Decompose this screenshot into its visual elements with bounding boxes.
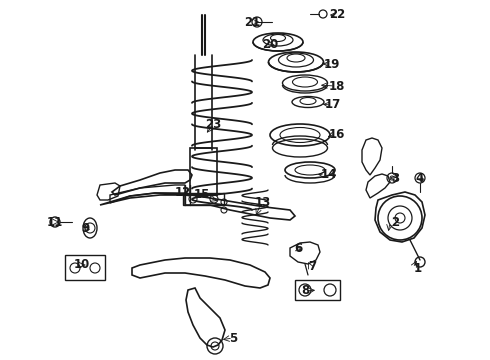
Text: 12: 12 [175, 185, 191, 198]
Text: 21: 21 [244, 15, 260, 28]
Text: 1: 1 [414, 261, 422, 274]
Text: 14: 14 [321, 168, 337, 181]
Text: 7: 7 [308, 260, 316, 273]
Text: 4: 4 [416, 171, 424, 184]
Text: 20: 20 [262, 37, 278, 50]
Text: 23: 23 [205, 118, 221, 131]
Text: 6: 6 [294, 242, 302, 255]
Text: 8: 8 [301, 284, 309, 297]
Text: 13: 13 [255, 197, 271, 210]
Text: 2: 2 [391, 216, 399, 229]
Text: 16: 16 [329, 127, 345, 140]
Text: 10: 10 [74, 258, 90, 271]
Text: 18: 18 [329, 80, 345, 93]
Text: 5: 5 [229, 332, 237, 345]
Text: 19: 19 [324, 58, 340, 71]
Text: 9: 9 [81, 221, 89, 234]
Text: 11: 11 [47, 216, 63, 229]
Text: 17: 17 [325, 99, 341, 112]
Text: 3: 3 [391, 171, 399, 184]
Text: 22: 22 [329, 9, 345, 22]
Text: 15: 15 [194, 189, 210, 202]
